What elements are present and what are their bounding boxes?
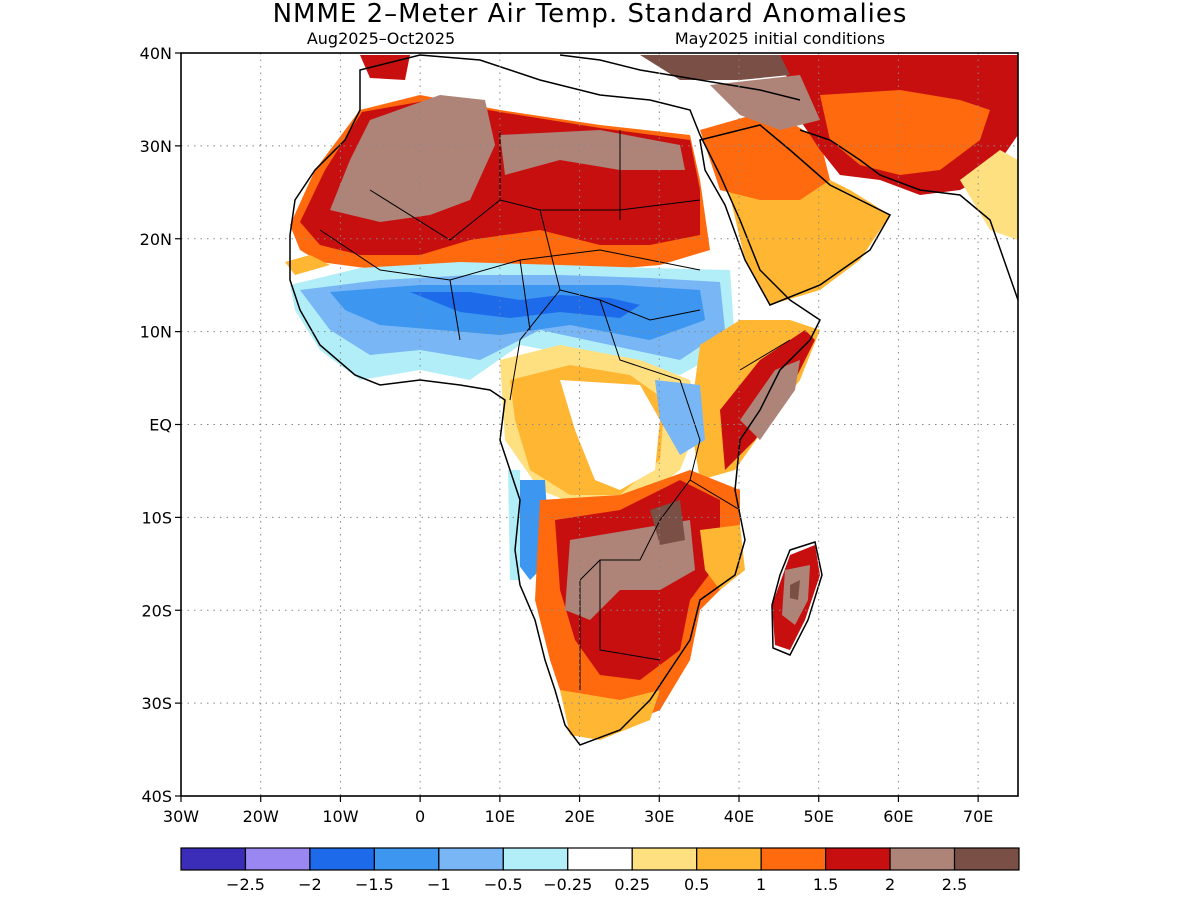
lon-tick-label: 20E	[564, 807, 594, 826]
colorbar-label: 1	[756, 875, 766, 894]
lat-tick-label: 40S	[141, 787, 172, 806]
lon-tick-label: 10E	[485, 807, 515, 826]
colorbar-label: −1.5	[355, 875, 394, 894]
colorbar-swatch	[309, 847, 375, 871]
colorbar-swatch	[373, 847, 440, 871]
lon-tick-label: 30W	[163, 807, 199, 826]
lat-tick-label: 10S	[141, 508, 172, 527]
lon-tick-label: 40E	[724, 807, 754, 826]
colorbar-swatch	[438, 847, 504, 871]
zambia-brown	[565, 520, 695, 620]
lat-tick-label: 30N	[140, 137, 172, 156]
lon-tick-label: 60E	[883, 807, 913, 826]
colorbar-label: −2.5	[226, 875, 265, 894]
mozambique-orange	[700, 525, 745, 590]
lat-tick-label: 20N	[140, 230, 172, 249]
period-subtitle: Aug2025–Oct2025	[307, 29, 455, 48]
east-congo-blue	[655, 380, 705, 455]
madagascar-dark-brown	[790, 580, 800, 600]
colorbar-swatch	[244, 847, 311, 871]
graticule	[181, 53, 1018, 796]
colorbar-swatch	[760, 847, 827, 871]
lat-tick-label: 40N	[140, 44, 172, 63]
madagascar-coastline	[771, 541, 823, 656]
horn-brown	[740, 360, 800, 440]
lon-tick-label: 0	[415, 807, 425, 826]
turkey-brown	[640, 55, 790, 80]
colorbar-swatch	[502, 847, 569, 871]
colorbar-swatch	[696, 847, 762, 871]
sahel-cool-strong	[410, 292, 640, 318]
lat-tick-label: 10N	[140, 323, 172, 342]
longitude-labels: 30W 20W 10W 0 10E 20E 30E 40E 50E 60E 70E	[163, 796, 993, 826]
lake-malawi-brown	[650, 500, 685, 545]
colorbar-label: −1	[427, 875, 451, 894]
angola-coast-pale	[508, 470, 520, 580]
congo-neutral	[560, 380, 660, 490]
africa-coastline	[289, 54, 821, 746]
colorbar-swatch	[953, 847, 1020, 871]
country-borders	[319, 130, 791, 690]
west-coast-yellow	[285, 255, 330, 275]
india-yellow	[960, 150, 1018, 240]
colorbar-label: 0.25	[614, 875, 650, 894]
persian-gulf-coast	[799, 129, 1018, 301]
lon-tick-label: 30E	[644, 807, 674, 826]
levant-brown	[710, 75, 820, 130]
colorbar	[180, 847, 1020, 871]
lat-tick-label: 20S	[141, 601, 172, 620]
colorbar-swatch	[889, 847, 956, 871]
iran-orange	[820, 90, 990, 175]
colorbar-label: 1.5	[813, 875, 838, 894]
colorbar-swatch	[567, 847, 633, 871]
colorbar-label: 0.5	[684, 875, 709, 894]
colorbar-label: −0.25	[543, 875, 592, 894]
latitude-labels: 40N 30N 20N 10N EQ 10S 20S 30S 40S	[140, 44, 181, 806]
colorbar-label: 2.5	[942, 875, 967, 894]
anomaly-field	[285, 55, 1018, 740]
mediterranean-north-coast	[559, 54, 801, 101]
coastlines	[289, 54, 1018, 746]
lat-tick-label: EQ	[149, 416, 172, 435]
colorbar-swatch	[825, 847, 891, 871]
colorbar-label: −0.5	[484, 875, 523, 894]
south-coast-yellow	[560, 690, 660, 740]
colorbar-swatch	[180, 847, 247, 871]
lat-tick-label: 30S	[141, 694, 172, 713]
colorbar-swatch	[631, 847, 698, 871]
colorbar-labels: −2.5 −2 −1.5 −1 −0.5 −0.25 0.25 0.5 1 1.5 2 2.5	[226, 875, 967, 894]
initial-conditions-subtitle: May2025 initial conditions	[675, 29, 885, 48]
arabia-coastline	[699, 124, 892, 306]
lon-tick-label: 10W	[322, 807, 358, 826]
map-title: NMME 2–Meter Air Temp. Standard Anomalie…	[273, 0, 908, 29]
colorbar-label: 2	[885, 875, 895, 894]
lon-tick-label: 50E	[803, 807, 833, 826]
egypt-libya-brown	[500, 130, 685, 175]
colorbar-label: −2	[298, 875, 322, 894]
lon-tick-label: 20W	[243, 807, 279, 826]
lon-tick-label: 70E	[963, 807, 993, 826]
